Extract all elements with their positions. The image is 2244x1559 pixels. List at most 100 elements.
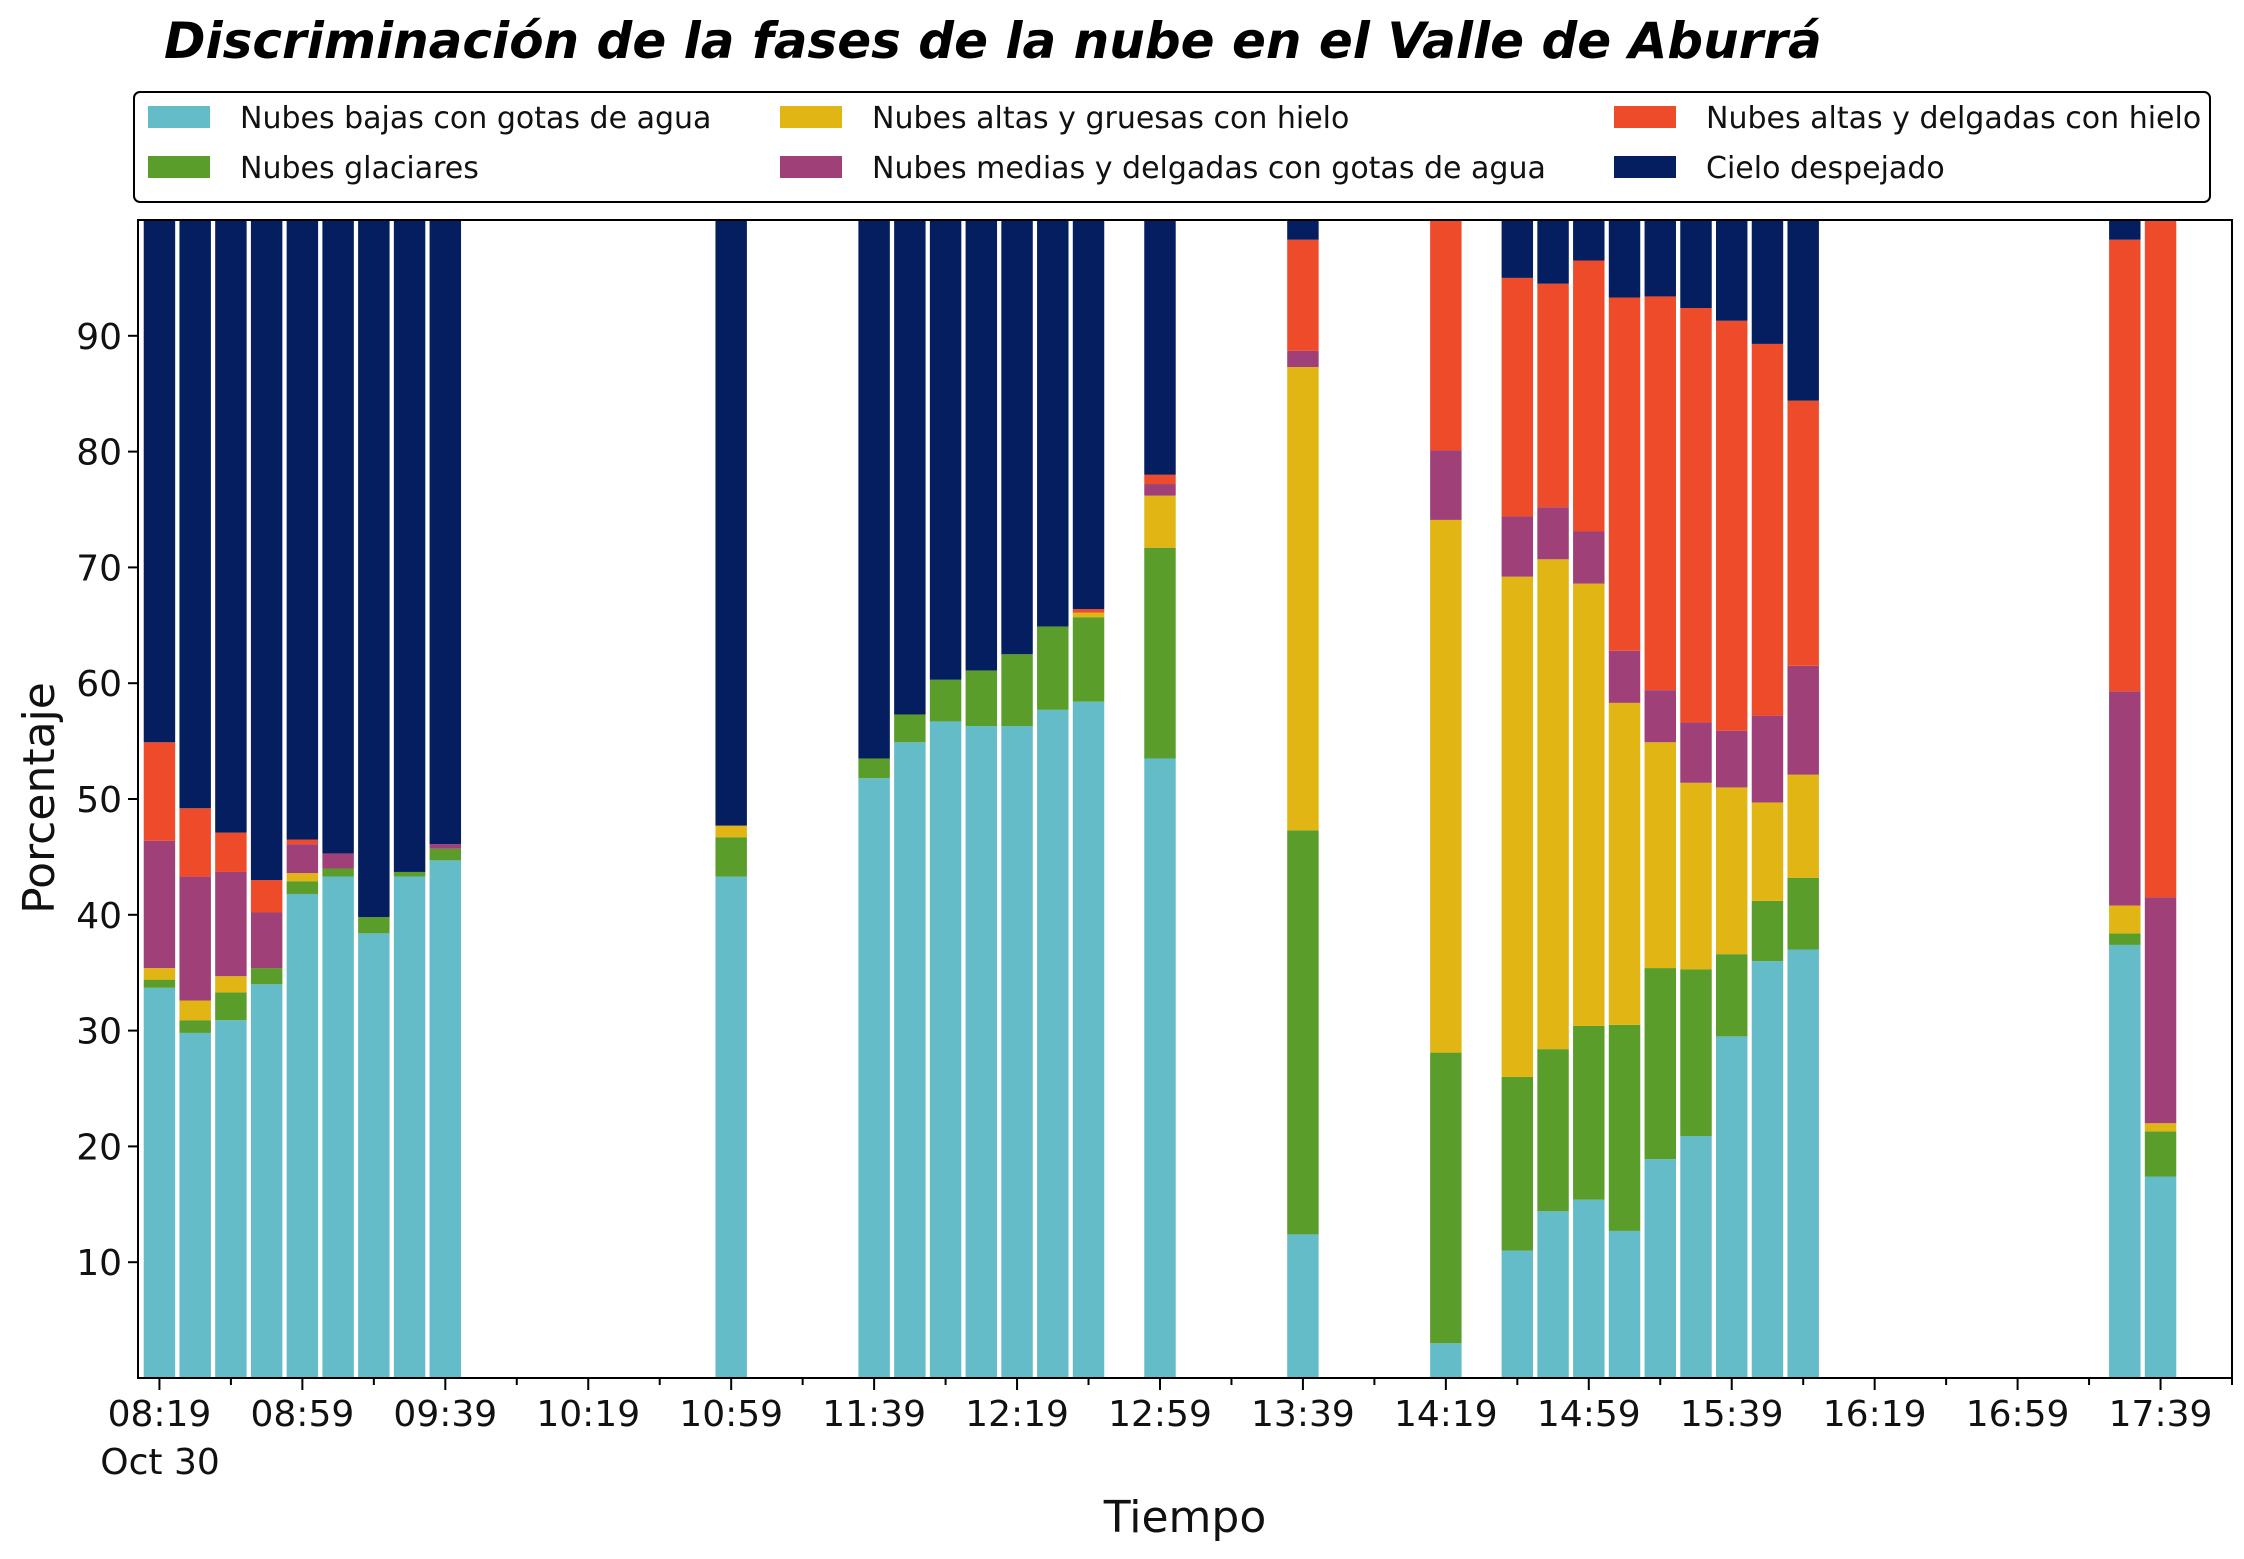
bar-segment-29-1 [2109,933,2141,945]
bar-segment-2-0 [215,1020,247,1378]
bar-segment-15-5 [1037,220,1069,627]
bar-segment-15-1 [1037,626,1069,710]
bar-segment-10-5 [858,220,890,759]
x-axis: 08:19 08:59 09:39 10:19 10:59 11:39 12:19 12:59… [108,1378,2233,1435]
bar-segment-19-2 [1430,519,1462,1053]
bar-segment-8-0 [429,860,462,1378]
bar-segment-1-2 [179,1000,211,1021]
bar-segment-20-1 [1501,1076,1534,1251]
bar-segment-21-4 [1537,283,1569,508]
bar-segment-21-2 [1537,559,1569,1050]
bar-segment-28-2 [1787,774,1819,878]
bar-segment-28-1 [1787,877,1819,950]
bar-segment-1-4 [179,808,211,877]
x-tick-label: 12:59 [1108,1394,1212,1435]
y-axis-label: Porcentaje [14,682,65,914]
bar-segment-21-1 [1537,1049,1569,1212]
x-tick-label: 16:19 [1823,1394,1927,1435]
bar-segment-18-3 [1287,350,1319,368]
bar-segment-17-5 [1144,220,1176,475]
y-tick-label: 90 [76,317,122,358]
legend-swatch-0 [148,106,210,128]
bar-segment-16-5 [1072,220,1105,610]
bar-segment-28-0 [1787,949,1819,1378]
bar-segment-6-1 [358,917,390,934]
bar-segment-27-3 [1751,715,1784,803]
bar-segment-0-2 [143,968,176,980]
bar-segment-23-1 [1608,1024,1641,1231]
y-tick-label: 60 [76,664,122,705]
bar-segment-21-0 [1537,1211,1569,1378]
bar-segment-25-0 [1680,1135,1712,1378]
bar-segment-4-2 [286,873,319,882]
x-tick-label: 13:39 [1251,1394,1355,1435]
bar-segment-18-5 [1287,220,1319,240]
bar-segment-7-5 [393,220,426,872]
bar-segment-28-5 [1787,220,1819,401]
legend: Nubes bajas con gotas de agua Nubes glaci… [133,91,2211,203]
bar-segment-30-3 [2144,897,2177,1124]
bar-segment-20-4 [1501,277,1534,517]
bar-segment-25-4 [1680,308,1712,723]
legend-label-4: Nubes altas y delgadas con hielo [1706,101,2201,136]
bar-segment-15-0 [1037,709,1069,1378]
bar-segment-16-0 [1072,701,1105,1378]
bar-segment-14-5 [1001,220,1033,655]
bar-segment-12-1 [929,679,962,722]
chart-title: Discriminación de la fases de la nube en… [164,12,1822,70]
bar-segment-26-1 [1716,954,1748,1037]
bar-segment-26-0 [1716,1036,1748,1378]
bar-segment-9-0 [715,876,747,1378]
bar-segment-23-2 [1608,702,1641,1025]
legend-frame [133,91,2211,203]
bar-segment-27-0 [1751,961,1784,1378]
bar-segment-29-5 [2109,220,2141,240]
bar-segment-2-2 [215,976,247,993]
legend-label-1: Nubes glaciares [240,151,479,186]
bar-segment-29-3 [2109,691,2141,906]
bar-segment-24-0 [1644,1159,1676,1378]
bar-segment-10-0 [858,778,890,1378]
bar-segment-24-4 [1644,296,1676,691]
bar-segment-11-1 [894,714,926,743]
bar-segment-25-5 [1680,220,1712,309]
bar-segment-3-1 [250,968,283,985]
bar-segment-4-5 [286,220,319,840]
bar-segment-0-3 [143,840,176,969]
bar-segment-27-4 [1751,343,1784,716]
bar-segment-26-3 [1716,730,1748,788]
bar-segment-22-0 [1573,1199,1605,1378]
bar-segment-2-4 [215,832,247,872]
bar-segment-21-5 [1537,220,1569,284]
bar-segment-23-5 [1608,220,1641,298]
bar-segment-11-0 [894,742,926,1378]
bar-segment-22-4 [1573,260,1605,532]
x-date-label: Oct 30 [100,1442,220,1483]
bar-segment-22-1 [1573,1025,1605,1200]
x-tick-label: 17:39 [2109,1394,2213,1435]
y-tick-label: 70 [76,548,122,589]
bar-segment-22-2 [1573,583,1605,1026]
bar-segment-19-3 [1430,450,1462,520]
bar-segment-22-3 [1573,531,1605,584]
bar-segment-13-1 [965,670,998,727]
bar-segment-2-1 [215,992,247,1021]
bar-segment-13-5 [965,220,998,671]
bar-segment-25-2 [1680,782,1712,970]
bar-segment-5-5 [322,220,354,854]
bar-segment-4-1 [286,881,319,894]
legend-swatch-3 [780,156,842,178]
bar-segment-9-5 [715,220,747,826]
bar-segment-9-1 [715,837,747,877]
bar-segment-27-1 [1751,900,1784,962]
bar-segment-2-3 [215,871,247,977]
bar-segment-28-3 [1787,665,1819,775]
y-tick-label: 20 [76,1127,122,1168]
x-tick-label: 11:39 [822,1394,926,1435]
bar-segment-29-4 [2109,239,2141,692]
bar-segment-24-2 [1644,742,1676,969]
y-tick-label: 40 [76,896,122,937]
bar-segment-16-4 [1072,609,1105,613]
y-tick-label: 50 [76,780,122,821]
bar-segment-9-2 [715,825,747,838]
